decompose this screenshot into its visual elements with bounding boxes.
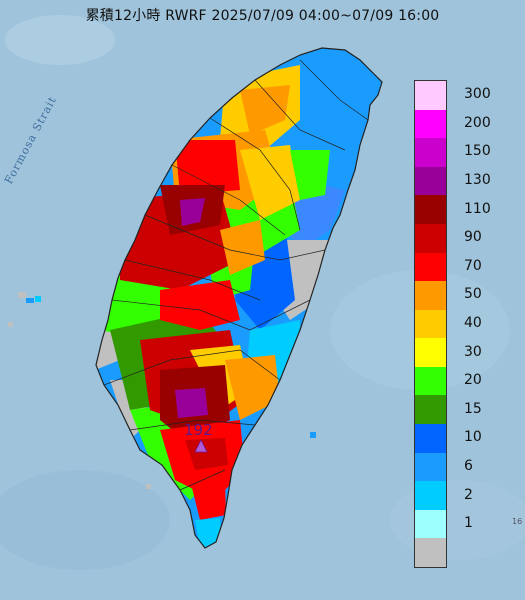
peak-triangle-marker <box>194 439 208 453</box>
legend-swatch <box>415 166 446 196</box>
corner-mark: 16 <box>512 517 523 526</box>
legend-label: 10 <box>464 429 482 446</box>
legend-swatch <box>415 252 446 282</box>
legend-label: 6 <box>464 457 473 474</box>
peak-value-label: 192 <box>184 421 213 439</box>
legend-swatch <box>415 452 446 482</box>
legend-label: 20 <box>464 372 482 389</box>
legend-swatch <box>415 81 446 111</box>
legend-swatch <box>415 538 446 568</box>
legend-swatch <box>415 281 446 311</box>
legend-label: 40 <box>464 315 482 331</box>
legend-swatch <box>415 366 446 396</box>
legend-swatch <box>415 424 446 454</box>
legend-label: 150 <box>464 143 491 160</box>
legend-swatch <box>415 395 446 425</box>
legend-label: 110 <box>464 200 491 217</box>
legend-label: 15 <box>464 400 482 417</box>
county-boundaries <box>103 59 369 491</box>
legend-swatch <box>415 481 446 511</box>
rain-layer-70 <box>175 140 240 195</box>
legend-label: 130 <box>464 172 491 189</box>
legend-label: 70 <box>464 257 482 274</box>
legend-label: 2 <box>464 486 473 503</box>
rain-layer-130 <box>180 198 205 226</box>
offshore-islands <box>8 292 316 489</box>
map-title: 累積12小時 RWRF 2025/07/09 04:00~07/09 16:00 <box>85 8 440 24</box>
legend-swatch <box>415 109 446 139</box>
legend-swatch <box>415 309 446 339</box>
legend-swatch <box>415 138 446 168</box>
legend-label: 50 <box>464 286 482 303</box>
legend-label: 200 <box>464 114 491 131</box>
legend-label: 90 <box>464 229 482 246</box>
legend-swatch <box>415 195 446 225</box>
legend-swatch <box>415 338 446 368</box>
legend-label: 300 <box>464 86 491 103</box>
color-legend <box>414 80 447 568</box>
legend-swatch <box>415 509 446 539</box>
rain-layer-50 <box>240 85 290 135</box>
legend-label: 1 <box>464 515 473 532</box>
legend-label: 30 <box>464 343 482 360</box>
legend-swatch <box>415 223 446 254</box>
